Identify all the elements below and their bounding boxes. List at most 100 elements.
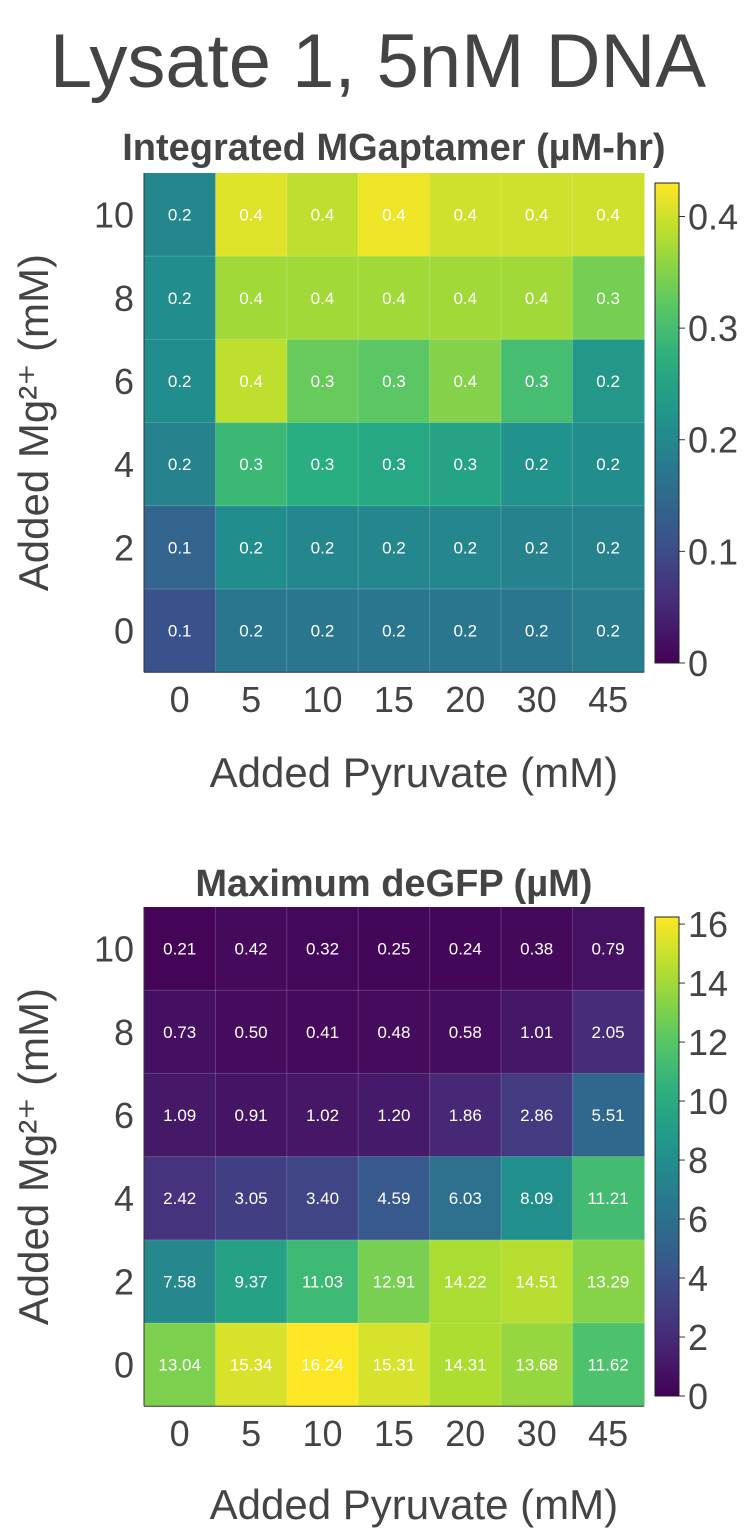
panel1-x-tick-label: 5 — [241, 679, 261, 720]
panel1-cell — [215, 339, 288, 424]
panel2-cell — [215, 1323, 288, 1407]
panel2-cell-label: 4.59 — [377, 1189, 410, 1208]
panel2-colorbar — [654, 916, 680, 1397]
panel2-cell-label: 3.40 — [306, 1189, 339, 1208]
panel1-cell-label: 0.2 — [239, 622, 263, 641]
panel2-cell — [215, 1073, 288, 1158]
panel2-cell — [144, 1156, 216, 1241]
panel2-cell-label: 15.31 — [373, 1356, 416, 1375]
panel2-y-tick-label: 8 — [114, 1012, 134, 1053]
panel2-x-tick-label: 20 — [445, 1413, 485, 1454]
panel2-cell — [429, 1323, 502, 1407]
panel1-x-tick-label: 30 — [517, 679, 557, 720]
panel2-cell — [572, 907, 645, 991]
panel2-cell — [572, 1073, 645, 1158]
panel1-x-tick-label: 20 — [445, 679, 485, 720]
panel2-cell-label: 0.50 — [235, 1023, 268, 1042]
panel1-cell-label: 0.2 — [525, 538, 549, 557]
panel2-cell — [358, 1239, 431, 1324]
panel2-cell — [215, 1239, 288, 1324]
panel1-cell-label: 0.3 — [239, 455, 263, 474]
panel2-colorbar-tick-label: 6 — [688, 1199, 708, 1240]
panel1-cell-label: 0.2 — [239, 538, 263, 557]
panel1-cell-label: 0.2 — [168, 289, 192, 308]
panel1-cell — [358, 256, 431, 340]
panel1-y-tick-label: 8 — [114, 278, 134, 319]
panel1-cell-label: 0.4 — [311, 289, 335, 308]
panel1-colorbar-tick-label: 0 — [688, 643, 708, 684]
panel1-cell — [501, 256, 573, 340]
panel2-cell-label: 2.86 — [520, 1106, 553, 1125]
panel2-cell — [286, 1073, 359, 1158]
panel2-cell-label: 1.86 — [449, 1106, 482, 1125]
panel1-cell — [358, 422, 431, 507]
panel2-x-tick-label: 45 — [588, 1413, 628, 1454]
panel1-cell — [429, 173, 502, 257]
panel1-cell-label: 0.4 — [382, 206, 406, 225]
panel2-cell-label: 16.24 — [301, 1356, 344, 1375]
panel1-cell-label: 0.4 — [239, 289, 263, 308]
panel2-x-tick-label: 30 — [517, 1413, 557, 1454]
panel1-cell — [358, 173, 431, 257]
panel1-cell — [286, 505, 359, 590]
panel2-cell — [215, 990, 288, 1074]
panel1-cell-label: 0.2 — [453, 622, 477, 641]
panel1-cell-label: 0.2 — [311, 538, 335, 557]
panel1-cell-label: 0.2 — [525, 455, 549, 474]
panel1-x-tick-label: 0 — [170, 679, 190, 720]
panel1-cell — [358, 339, 431, 424]
panel2-cell — [286, 1156, 359, 1241]
panel1-cell — [215, 173, 288, 257]
panel1-cell-label: 0.3 — [382, 455, 406, 474]
panel2-colorbar-tick-label: 12 — [688, 1022, 728, 1063]
panel2-y-axis-label: Added Mg²⁺ (mM) — [10, 988, 57, 1325]
panel1-cell — [501, 173, 573, 257]
panel2-cell — [429, 990, 502, 1074]
panel1-colorbar — [654, 182, 680, 664]
panel2-cell-label: 0.25 — [377, 940, 410, 959]
panel1-cell — [429, 422, 502, 507]
panel2-cell-label: 0.91 — [235, 1106, 268, 1125]
panel1-cell — [572, 173, 645, 257]
panel1-cell-label: 0.2 — [168, 372, 192, 391]
panel2-cell — [358, 1073, 431, 1158]
panel2-y-tick-label: 2 — [114, 1261, 134, 1302]
panel1-colorbar-tick-label: 0.3 — [688, 308, 738, 349]
panel2-cell — [501, 1323, 573, 1407]
panel2-cell — [358, 990, 431, 1074]
panel1-cell-label: 0.3 — [525, 372, 549, 391]
panel2-cell — [501, 1073, 573, 1158]
panel2-y-tick-label: 0 — [114, 1345, 134, 1386]
panel1-cell-label: 0.4 — [239, 206, 263, 225]
panel1-cell-label: 0.2 — [596, 372, 620, 391]
panel1-cell — [501, 422, 573, 507]
panel1-cell — [429, 589, 502, 673]
panel2-y-tick-label: 4 — [114, 1178, 134, 1219]
panel1-cell-label: 0.3 — [453, 455, 477, 474]
panel1-cell — [572, 589, 645, 673]
panel2-x-tick-label: 15 — [374, 1413, 414, 1454]
panel2-cell-label: 0.21 — [163, 940, 196, 959]
panel2-cell-label: 13.29 — [587, 1272, 630, 1291]
panel2-colorbar-tick-label: 4 — [688, 1258, 708, 1299]
panel1-cell — [286, 173, 359, 257]
panel1-cell-label: 0.4 — [525, 289, 549, 308]
panel2-cell — [429, 907, 502, 991]
panel1-x-tick-label: 10 — [302, 679, 342, 720]
panel2-cell — [215, 907, 288, 991]
panel2-cell-label: 14.22 — [444, 1272, 487, 1291]
panel1-cell — [144, 505, 216, 590]
panel2-cell-label: 11.62 — [587, 1356, 628, 1375]
panel1-cell — [286, 256, 359, 340]
panel2-cell-label: 0.48 — [377, 1023, 410, 1042]
panel2-colorbar-tick-label: 2 — [688, 1317, 708, 1358]
panel2-cell — [572, 1156, 645, 1241]
panel2-cell-label: 0.24 — [449, 940, 482, 959]
panel1-cell — [144, 256, 216, 340]
panel1-cell-label: 0.4 — [453, 289, 477, 308]
panel1-y-tick-label: 2 — [114, 527, 134, 568]
panel1-cell-label: 0.2 — [382, 538, 406, 557]
panel1-cell — [572, 256, 645, 340]
panel1-cell-label: 0.2 — [596, 538, 620, 557]
